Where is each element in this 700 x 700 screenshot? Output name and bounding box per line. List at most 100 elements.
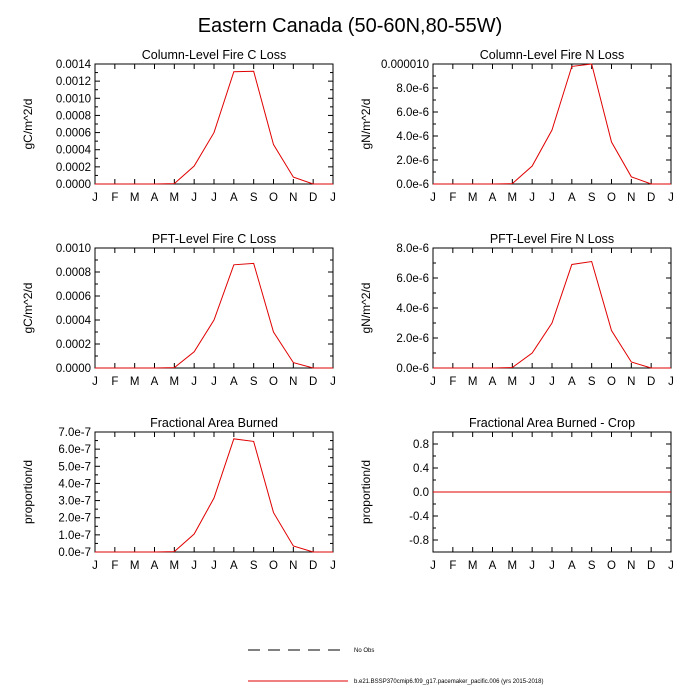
y-tick-label: 4.0e-6 — [396, 303, 429, 315]
legend: No Obs b.e21.BSSP370cmip6.f09_g17.pacemak… — [248, 648, 543, 685]
x-tick-label: J — [549, 376, 555, 388]
x-tick-label: J — [529, 192, 535, 204]
x-tick-label: S — [250, 560, 258, 572]
y-tick-label: 7.0e-7 — [58, 427, 91, 439]
x-tick-label: F — [449, 560, 456, 572]
y-tick-label: 8.0e-6 — [396, 243, 429, 255]
x-tick-label: N — [627, 192, 635, 204]
x-tick-label: D — [647, 192, 655, 204]
y-tick-label: 2.0e-6 — [396, 333, 429, 345]
y-tick-label: 0.8 — [413, 439, 429, 451]
y-tick-label: 0.0e-6 — [396, 179, 429, 191]
x-tick-label: J — [430, 376, 436, 388]
y-axis-label: gN/m^2/d — [359, 99, 373, 150]
y-tick-label: 0.4 — [413, 463, 430, 475]
series-line — [433, 260, 671, 369]
x-tick-label: A — [230, 192, 238, 204]
x-tick-label: D — [309, 376, 317, 388]
y-axis-label: gN/m^2/d — [359, 283, 373, 334]
x-tick-label: A — [151, 560, 159, 572]
x-tick-label: N — [627, 376, 635, 388]
legend-label: No Obs — [354, 648, 374, 654]
x-tick-label: D — [647, 560, 655, 572]
x-tick-label: A — [568, 192, 576, 204]
x-tick-label: J — [330, 376, 336, 388]
x-tick-label: F — [449, 192, 456, 204]
y-tick-label: 0.0012 — [56, 76, 91, 88]
series-line — [95, 262, 333, 369]
x-tick-label: J — [92, 376, 98, 388]
y-tick-label: 0.0002 — [56, 162, 91, 174]
x-tick-label: J — [529, 376, 535, 388]
legend-label: b.e21.BSSP370cmip6.f09_g17.pacemaker_pac… — [354, 679, 543, 685]
x-tick-label: M — [508, 376, 518, 388]
x-tick-label: M — [130, 560, 140, 572]
series-line — [95, 438, 333, 553]
x-tick-label: M — [130, 376, 140, 388]
y-tick-label: 0.0e-6 — [396, 363, 429, 375]
x-tick-label: J — [92, 192, 98, 204]
y-tick-label: 4.0e-6 — [396, 131, 429, 143]
x-tick-label: N — [289, 376, 297, 388]
x-tick-label: A — [568, 560, 576, 572]
panel-title: Fractional Area Burned - Crop — [469, 416, 635, 430]
y-tick-label: 5.0e-7 — [58, 461, 91, 473]
x-tick-label: N — [289, 192, 297, 204]
x-tick-label: J — [529, 560, 535, 572]
x-tick-label: M — [170, 560, 180, 572]
plot-frame — [94, 247, 334, 369]
x-tick-label: N — [627, 560, 635, 572]
x-tick-label: J — [330, 192, 336, 204]
y-tick-label: 3.0e-7 — [58, 496, 91, 508]
x-tick-label: F — [111, 376, 118, 388]
x-tick-label: J — [668, 192, 674, 204]
x-tick-label: F — [111, 192, 118, 204]
x-tick-label: J — [430, 192, 436, 204]
x-tick-label: A — [489, 192, 497, 204]
x-tick-label: F — [111, 560, 118, 572]
x-tick-label: M — [170, 192, 180, 204]
series-line — [433, 63, 671, 185]
x-tick-label: S — [250, 376, 258, 388]
panel-title: PFT-Level Fire N Loss — [490, 232, 614, 246]
y-tick-label: 0.0010 — [56, 93, 91, 105]
panel-title: PFT-Level Fire C Loss — [152, 232, 276, 246]
x-tick-label: J — [92, 560, 98, 572]
x-tick-label: J — [191, 560, 197, 572]
y-tick-label: 0.0010 — [56, 243, 91, 255]
y-tick-label: 0.0006 — [56, 291, 91, 303]
y-tick-label: 0.0002 — [56, 339, 91, 351]
x-tick-label: O — [607, 376, 616, 388]
figure-title: Eastern Canada (50-60N,80-55W) — [198, 15, 503, 37]
x-tick-label: O — [607, 560, 616, 572]
x-tick-label: J — [549, 560, 555, 572]
x-tick-label: J — [211, 192, 217, 204]
y-tick-label: 0.0000 — [56, 179, 91, 191]
x-tick-label: J — [211, 560, 217, 572]
y-tick-label: 2.0e-7 — [58, 513, 91, 525]
plot-frame — [94, 431, 334, 553]
panel-title: Column-Level Fire N Loss — [480, 48, 625, 62]
x-tick-label: N — [289, 560, 297, 572]
x-tick-label: J — [330, 560, 336, 572]
x-tick-label: M — [130, 192, 140, 204]
x-tick-label: D — [309, 560, 317, 572]
x-tick-label: D — [647, 376, 655, 388]
panel-title: Column-Level Fire C Loss — [142, 48, 287, 62]
y-tick-label: 0.0e-7 — [58, 547, 91, 559]
y-tick-label: 0.0004 — [56, 145, 92, 157]
x-tick-label: O — [269, 192, 278, 204]
y-tick-label: 0.000010 — [381, 59, 429, 71]
y-axis-label: proportion/d — [359, 460, 373, 524]
x-tick-label: J — [549, 192, 555, 204]
y-tick-label: 6.0e-6 — [396, 273, 429, 285]
x-tick-label: A — [568, 376, 576, 388]
y-tick-label: 2.0e-6 — [396, 155, 429, 167]
x-tick-label: J — [668, 560, 674, 572]
x-tick-label: M — [508, 192, 518, 204]
y-tick-label: 0.0006 — [56, 128, 91, 140]
